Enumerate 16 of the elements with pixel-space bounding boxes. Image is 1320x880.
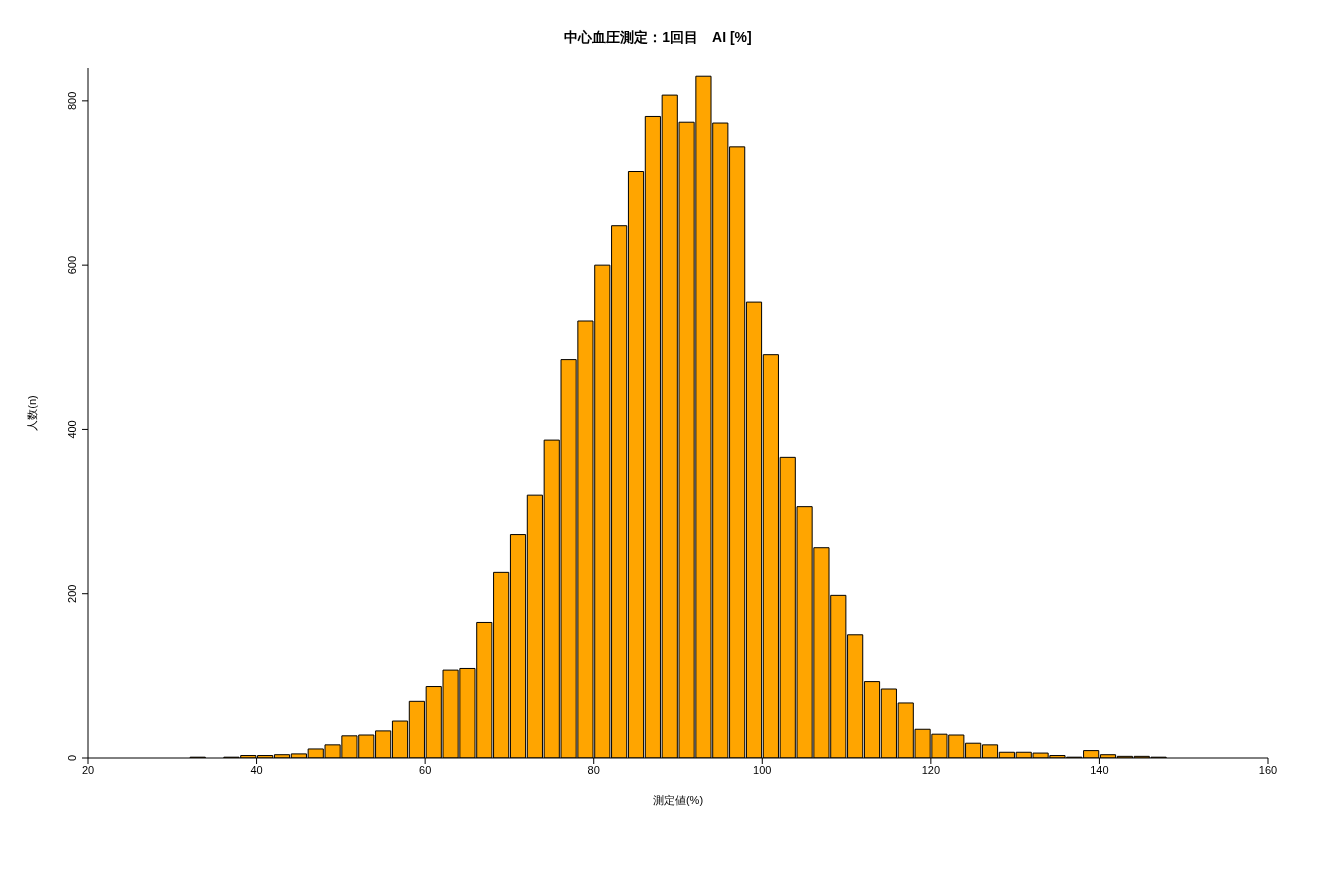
y-tick-label: 0	[66, 754, 78, 762]
x-axis-title: 測定値(%)	[652, 794, 704, 806]
x-tick-label: 20	[81, 763, 95, 776]
x-tick-label: 80	[587, 763, 600, 776]
x-tick-label: 40	[250, 763, 263, 776]
y-tick-label: 200	[66, 584, 78, 603]
y-tick-label: 800	[66, 91, 78, 111]
x-tick-label: 60	[419, 763, 432, 776]
x-tick-label: 140	[1090, 763, 1109, 776]
y-tick-label: 600	[66, 255, 78, 275]
y-axis-title: 人数(n)	[25, 395, 38, 431]
y-tick-label: 400	[66, 420, 78, 439]
x-tick-label: 100	[753, 763, 772, 776]
chart-title: 中心血圧測定：1回目 AI [%]	[564, 29, 752, 45]
x-tick-label: 120	[921, 763, 941, 776]
x-tick-label: 160	[1258, 763, 1278, 776]
